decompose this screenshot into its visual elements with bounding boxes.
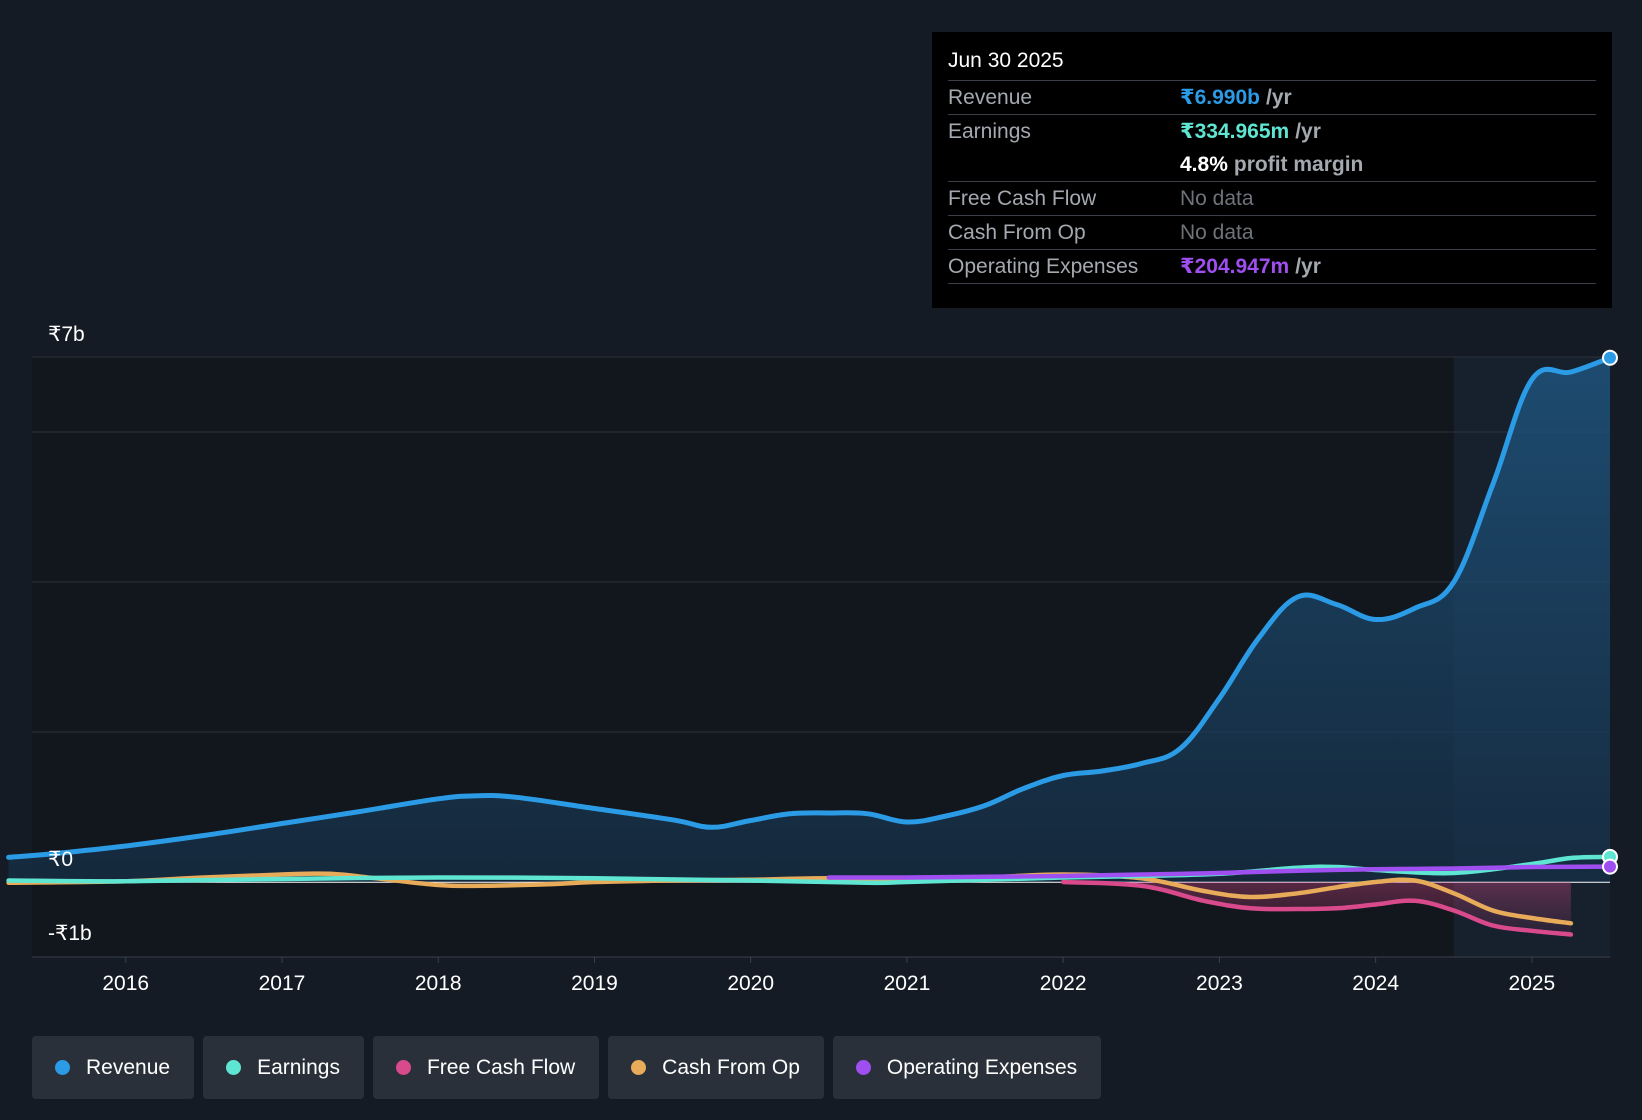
legend-label-cfo: Cash From Op	[662, 1055, 800, 1079]
tooltip-unit-opex: /yr	[1295, 255, 1321, 278]
x-tick-label: 2022	[1040, 972, 1087, 995]
tooltip-value-fcf: No data	[1180, 187, 1254, 210]
legend-item-earnings[interactable]: Earnings	[203, 1036, 364, 1099]
revenue-endpoint-marker	[1602, 349, 1618, 366]
tooltip-row-opex: Operating Expenses ₹204.947m /yr	[948, 250, 1596, 284]
x-tick-label: 2019	[571, 972, 618, 995]
tooltip-value-margin: 4.8%	[1180, 153, 1228, 176]
legend-label-revenue: Revenue	[86, 1055, 171, 1079]
tooltip-unit-revenue: /yr	[1266, 86, 1292, 109]
x-tick-label: 2020	[727, 972, 774, 995]
opex-dot-icon	[855, 1060, 871, 1075]
tooltip-row-cfo: Cash From Op No data	[948, 216, 1596, 250]
tooltip-date: Jun 30 2025	[948, 46, 1596, 81]
x-tick-label: 2021	[884, 972, 931, 995]
chart-legend: Revenue Earnings Free Cash Flow Cash Fro…	[32, 1036, 1102, 1099]
fcf-dot-icon	[395, 1060, 411, 1075]
legend-label-earnings: Earnings	[257, 1055, 340, 1079]
y-axis-label: ₹0	[48, 848, 73, 871]
x-tick-label: 2018	[415, 972, 462, 995]
tooltip-label-opex: Operating Expenses	[948, 255, 1139, 278]
earnings-line	[6, 854, 1613, 886]
data-tooltip: Jun 30 2025 Revenue ₹6.990b /yr Earnings…	[932, 32, 1612, 308]
y-axis-label: ₹7b	[48, 323, 85, 346]
tooltip-label-revenue: Revenue	[948, 86, 1033, 109]
legend-item-fcf[interactable]: Free Cash Flow	[372, 1036, 600, 1099]
x-tick-label: 2025	[1509, 972, 1556, 995]
legend-item-cfo[interactable]: Cash From Op	[608, 1036, 824, 1099]
tooltip-row-revenue: Revenue ₹6.990b /yr	[948, 81, 1596, 115]
legend-label-fcf: Free Cash Flow	[426, 1055, 576, 1079]
fcf-line	[1060, 879, 1574, 937]
tooltip-value-earnings: ₹334.965m	[1180, 120, 1290, 143]
tooltip-row-margin: 4.8% profit margin	[948, 148, 1596, 182]
tooltip-unit-earnings: /yr	[1295, 120, 1321, 143]
x-tick-label: 2023	[1196, 972, 1243, 995]
tooltip-row-fcf: Free Cash Flow No data	[948, 182, 1596, 216]
tooltip-unit-margin: profit margin	[1233, 153, 1364, 176]
earnings-dot-icon	[226, 1060, 242, 1075]
legend-label-opex: Operating Expenses	[886, 1055, 1078, 1079]
legend-item-opex[interactable]: Operating Expenses	[832, 1036, 1102, 1099]
x-tick-label: 2024	[1352, 972, 1399, 995]
x-tick-label: 2017	[259, 972, 306, 995]
tooltip-label-cfo: Cash From Op	[948, 221, 1086, 244]
tooltip-label-fcf: Free Cash Flow	[948, 187, 1097, 210]
revenue-line	[6, 355, 1613, 860]
y-axis-label: -₹1b	[48, 922, 92, 945]
tooltip-row-earnings: Earnings ₹334.965m /yr	[948, 115, 1596, 148]
opex-endpoint-marker	[1602, 858, 1618, 875]
tooltip-value-opex: ₹204.947m	[1180, 255, 1290, 278]
tooltip-value-revenue: ₹6.990b	[1180, 86, 1260, 109]
revenue-area	[8, 357, 1611, 882]
opex-line	[826, 864, 1613, 880]
x-tick-label: 2016	[102, 972, 149, 995]
tooltip-value-cfo: No data	[1180, 221, 1254, 244]
cfo-dot-icon	[631, 1060, 647, 1075]
revenue-dot-icon	[55, 1060, 70, 1075]
legend-item-revenue[interactable]: Revenue	[32, 1036, 195, 1099]
tooltip-label-earnings: Earnings	[948, 120, 1031, 143]
